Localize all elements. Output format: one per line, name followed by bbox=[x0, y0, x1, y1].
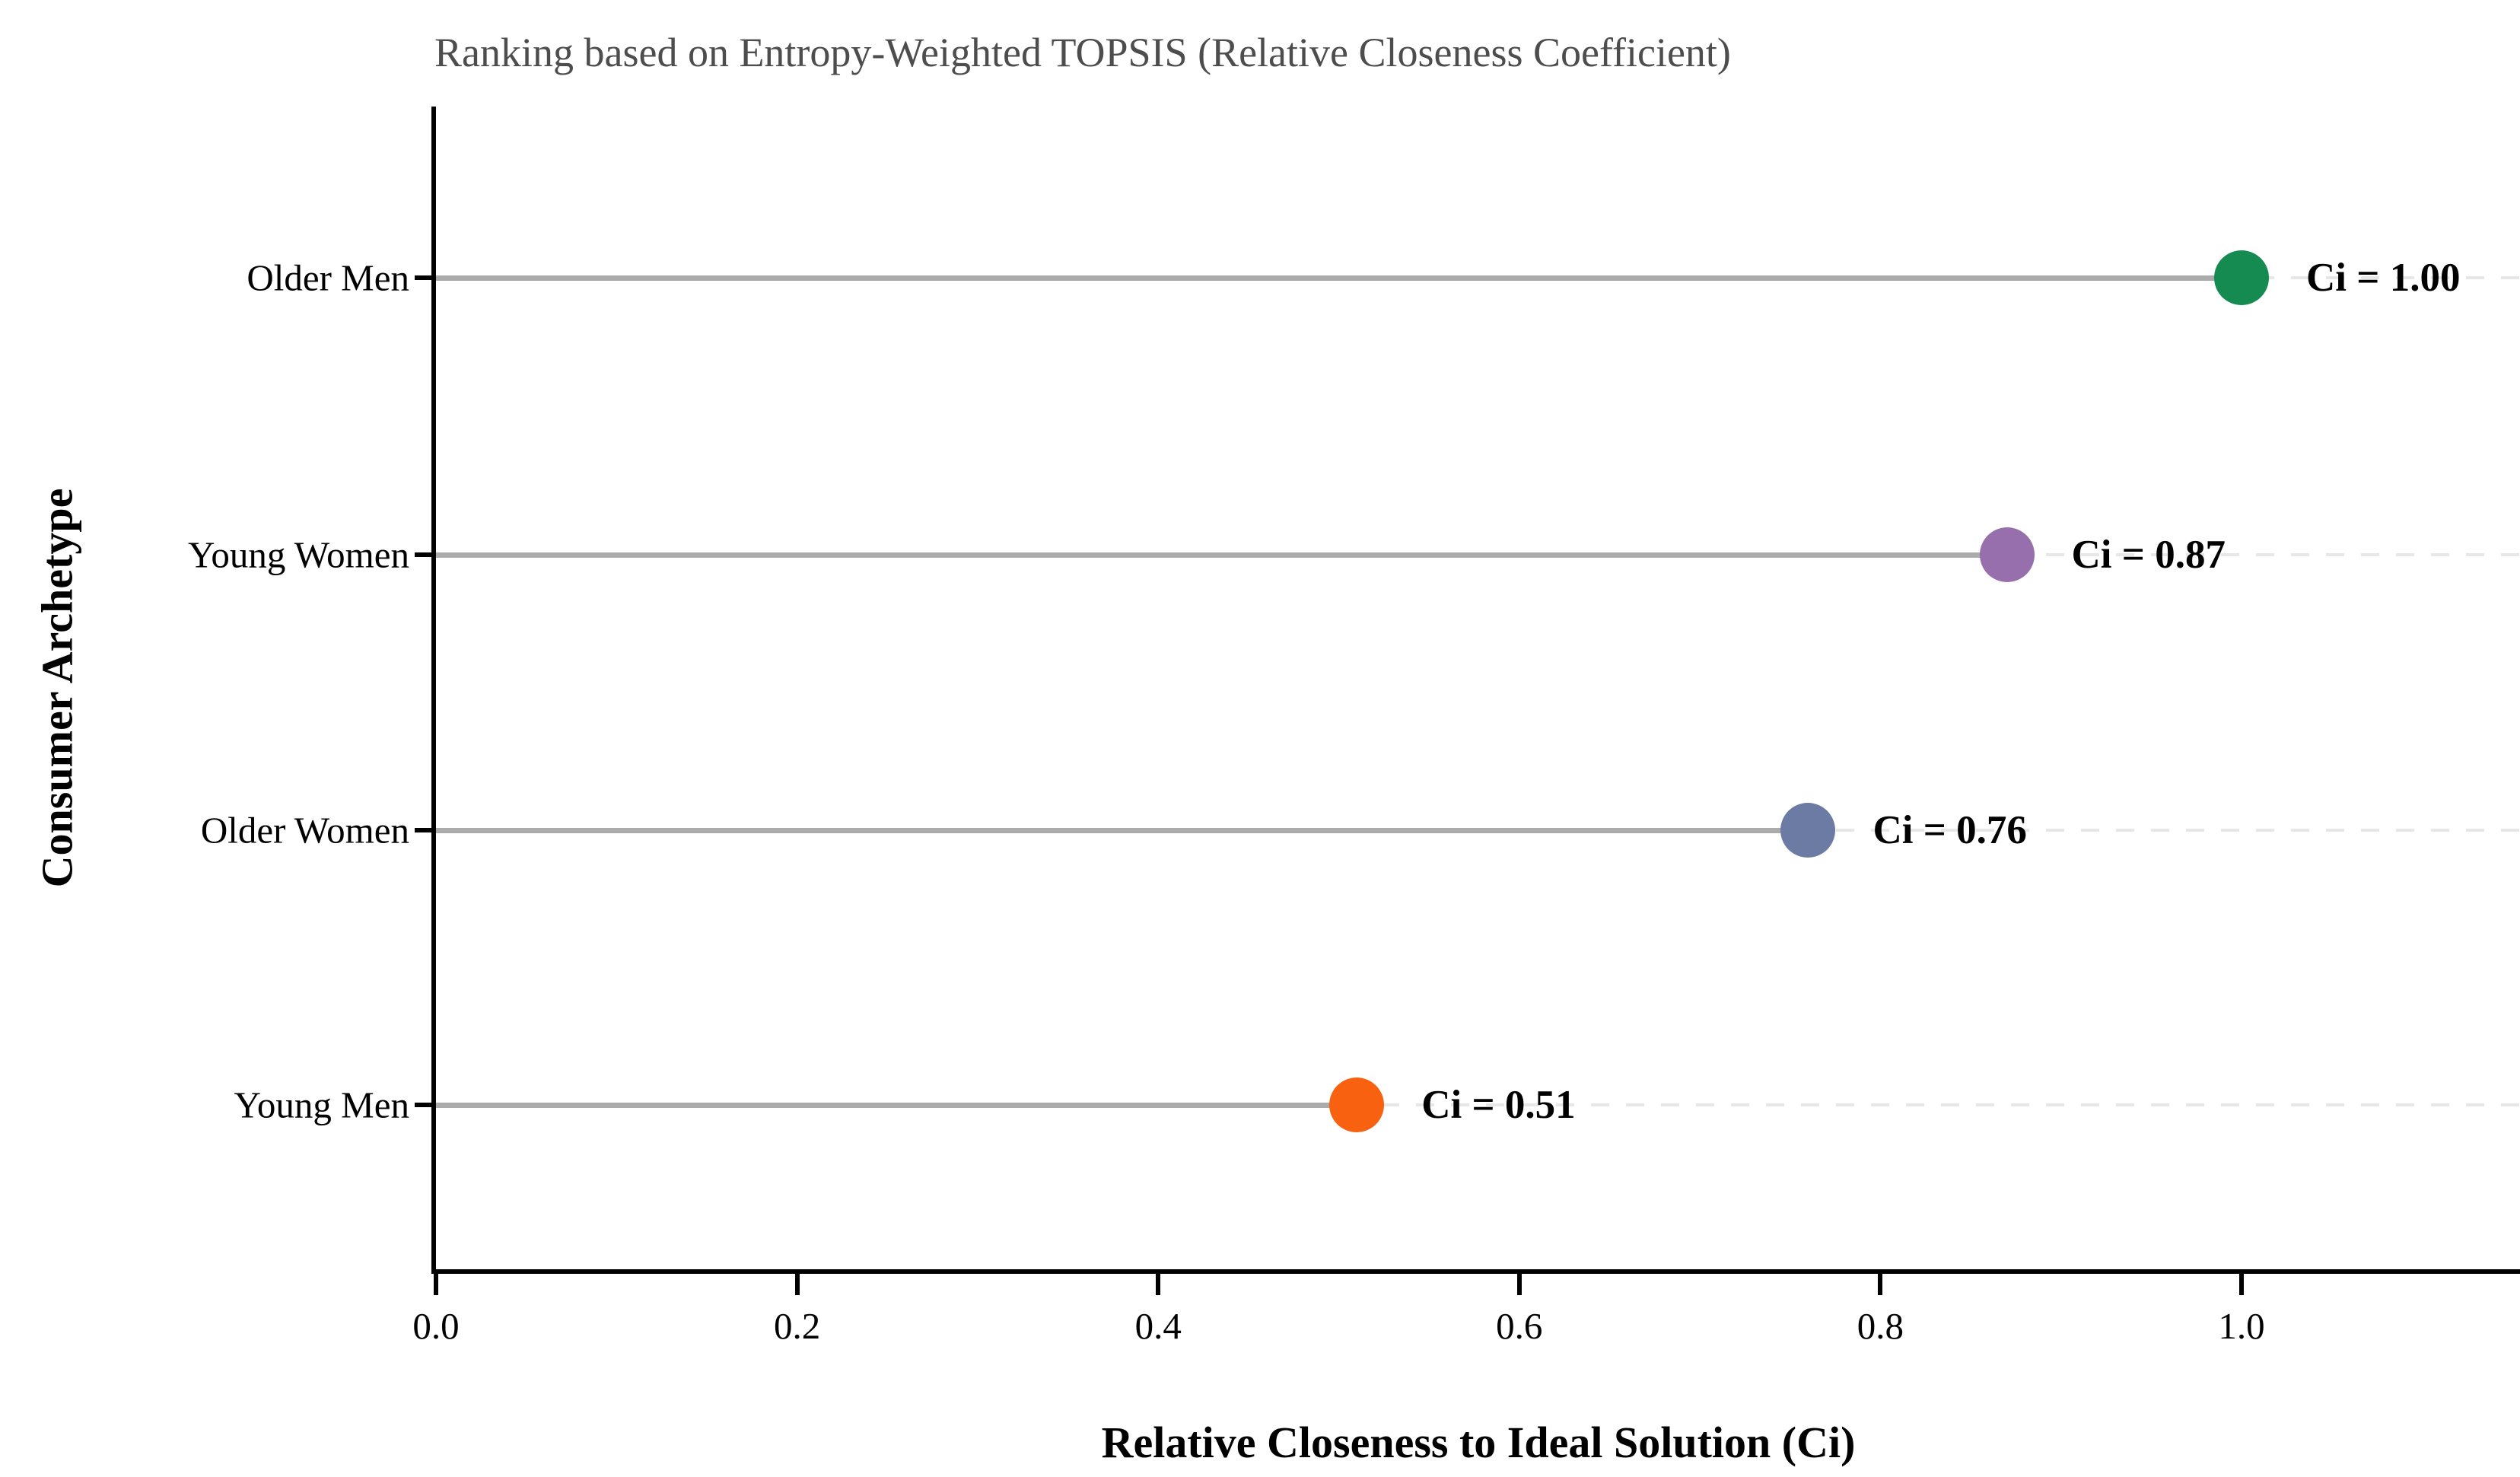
point-label-2: Ci = 0.76 bbox=[1873, 808, 2027, 852]
x-tick-mark-1 bbox=[794, 1274, 800, 1295]
x-tick-label-5: 1.0 bbox=[2218, 1305, 2265, 1347]
y-tick-label-1: Young Women bbox=[187, 533, 409, 576]
x-tick-label-2: 0.4 bbox=[1134, 1305, 1182, 1347]
y-tick-label-3: Young Men bbox=[234, 1084, 409, 1126]
x-tick-mark-4 bbox=[1878, 1274, 1883, 1295]
x-tick-label-3: 0.6 bbox=[1496, 1305, 1543, 1347]
stem-0 bbox=[436, 275, 2242, 281]
point-label-1: Ci = 0.87 bbox=[2071, 533, 2226, 577]
y-tick-mark-1 bbox=[415, 552, 436, 557]
stem-3 bbox=[436, 1103, 1357, 1108]
x-tick-label-0: 0.0 bbox=[412, 1305, 460, 1347]
data-point-1 bbox=[1979, 527, 2035, 582]
x-tick-mark-5 bbox=[2239, 1274, 2244, 1295]
chart-title: Ranking based on Entropy-Weighted TOPSIS… bbox=[434, 30, 1731, 75]
x-tick-mark-3 bbox=[1516, 1274, 1522, 1295]
x-tick-mark-2 bbox=[1156, 1274, 1161, 1295]
x-axis-title: Relative Closeness to Ideal Solution (Ci… bbox=[1101, 1418, 1856, 1467]
gridline-row-3 bbox=[436, 1103, 2520, 1106]
y-tick-label-0: Older Men bbox=[247, 256, 409, 299]
point-label-0: Ci = 1.00 bbox=[2306, 256, 2461, 300]
data-point-2 bbox=[1780, 803, 1836, 858]
x-tick-mark-0 bbox=[434, 1274, 438, 1295]
y-tick-label-2: Older Women bbox=[200, 809, 409, 852]
data-point-0 bbox=[2214, 250, 2269, 305]
y-tick-mark-3 bbox=[415, 1103, 436, 1107]
point-label-3: Ci = 0.51 bbox=[1421, 1083, 1576, 1127]
stem-1 bbox=[436, 552, 2007, 558]
data-point-3 bbox=[1329, 1078, 1385, 1132]
x-tick-label-4: 0.8 bbox=[1857, 1305, 1904, 1347]
x-tick-label-1: 0.2 bbox=[773, 1305, 821, 1347]
stem-2 bbox=[436, 828, 1809, 833]
y-tick-mark-2 bbox=[415, 828, 436, 832]
y-axis-line bbox=[431, 107, 436, 1274]
y-tick-mark-0 bbox=[415, 275, 436, 280]
x-axis-line bbox=[431, 1269, 2520, 1274]
